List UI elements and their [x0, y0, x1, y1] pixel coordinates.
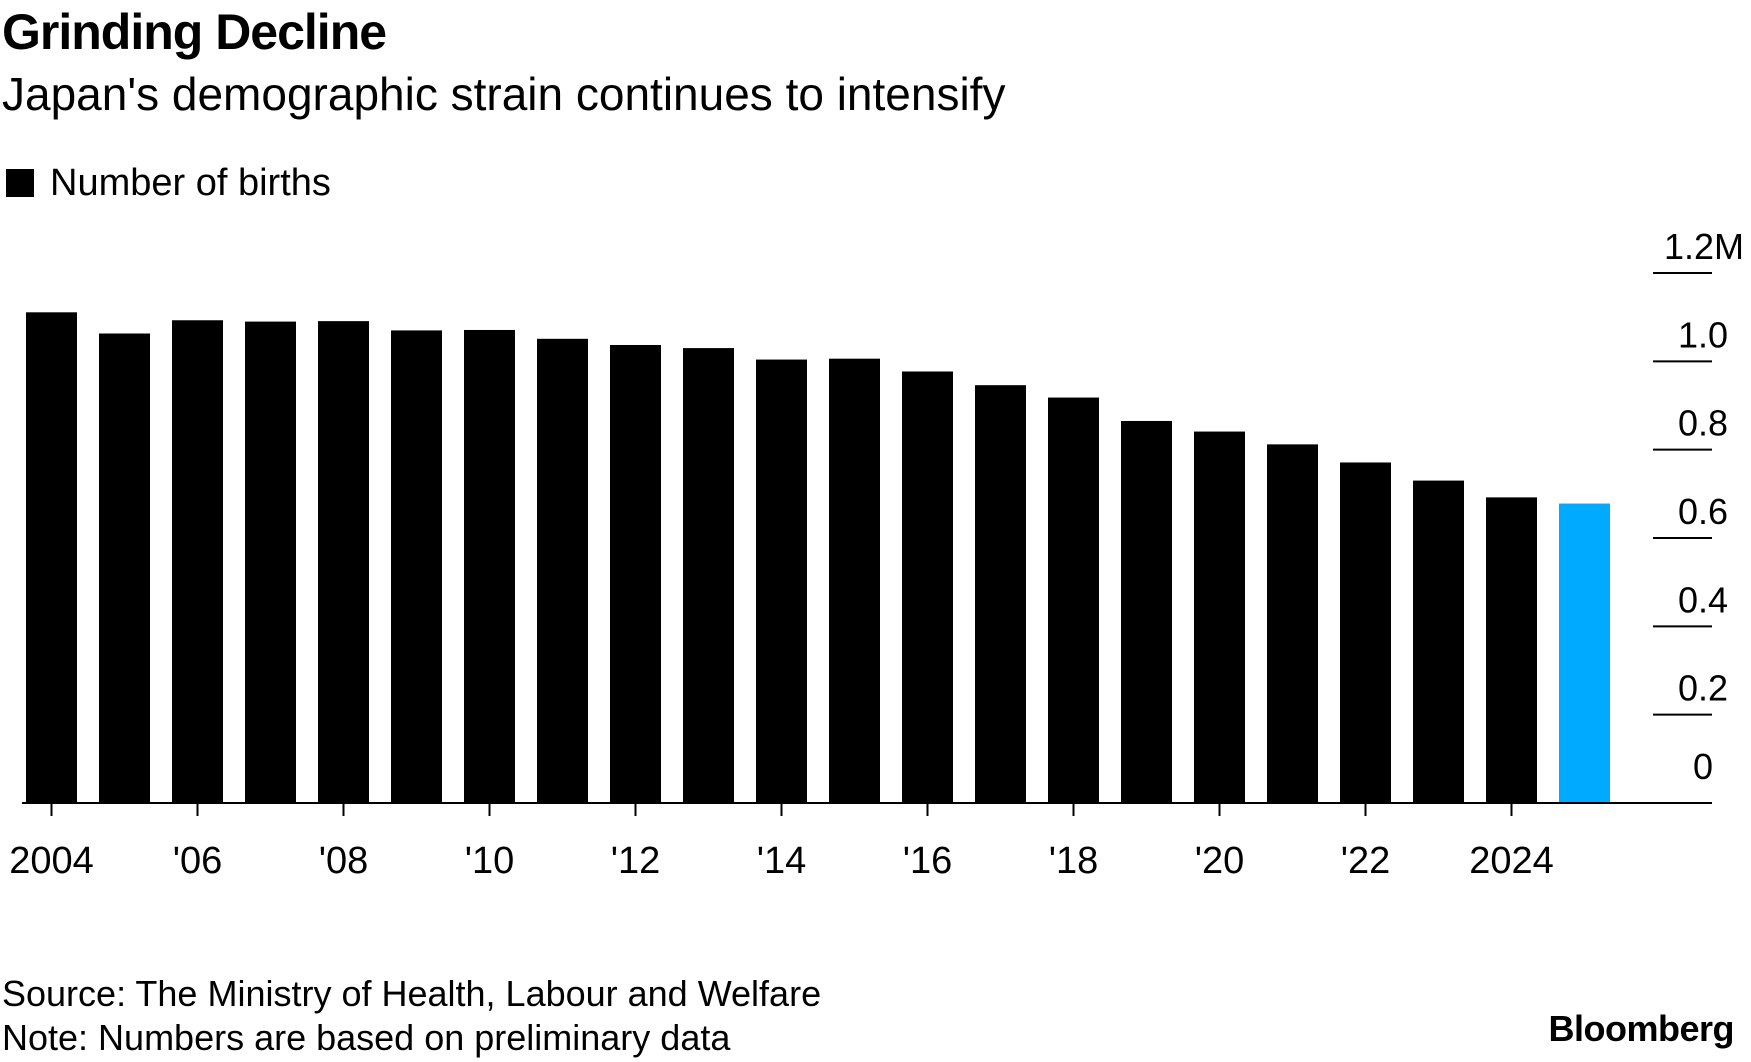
x-tick-label: '06 [173, 840, 223, 882]
x-tick-label: '12 [611, 840, 661, 882]
y-tick-label: 1.2M [1664, 226, 1744, 267]
bar-2014 [756, 359, 807, 803]
bar-2009 [391, 330, 442, 803]
bar-2005 [99, 333, 150, 803]
bar-2006 [172, 320, 223, 803]
x-tick-label: 2004 [9, 840, 94, 882]
y-tick-label: 0.2 [1678, 668, 1728, 709]
x-tick-label: '10 [465, 840, 515, 882]
x-tick-label: '22 [1341, 840, 1391, 882]
legend-label-births: Number of births [50, 161, 331, 204]
y-tick-label: 1.0 [1678, 314, 1728, 355]
chart-subtitle: Japan's demographic strain continues to … [2, 68, 1006, 120]
legend-swatch-births [6, 169, 34, 197]
bars [26, 312, 1610, 803]
bar-2022 [1340, 462, 1391, 803]
y-tick-label: 0.8 [1678, 403, 1728, 444]
bar-2017 [975, 385, 1026, 803]
y-tick-label: 0.4 [1678, 579, 1728, 620]
bar-2023 [1413, 480, 1464, 803]
y-tick-label: 0.6 [1678, 491, 1728, 532]
bar-2004 [26, 312, 77, 803]
y-tick-label: 0 [1693, 746, 1713, 787]
bar-2015 [829, 358, 880, 803]
bar-2024 [1486, 497, 1537, 803]
y-axis: 0 0.2 0.4 0.6 0.8 1.0 1.2M [1653, 226, 1744, 787]
x-tick-label: '20 [1195, 840, 1245, 882]
bar-2011 [537, 338, 588, 803]
x-tick-label: 2024 [1469, 840, 1554, 882]
bloomberg-logo: Bloomberg [1548, 1008, 1734, 1049]
x-tick-label: '16 [903, 840, 953, 882]
source-note: Source: The Ministry of Health, Labour a… [2, 973, 822, 1014]
x-tick-label: '14 [757, 840, 807, 882]
x-tick-label: '08 [319, 840, 369, 882]
footnote: Note: Numbers are based on preliminary d… [2, 1017, 731, 1058]
bar-2008 [318, 321, 369, 803]
x-tick-label: '18 [1049, 840, 1099, 882]
bar-2013 [683, 348, 734, 803]
x-axis: 2004 '06 '08 '10 '12 '14 '16 '18 '20 '22 2024 [9, 802, 1712, 882]
bar-2016 [902, 371, 953, 803]
bar-2021 [1267, 444, 1318, 803]
bar-2012 [610, 344, 661, 803]
chart-title: Grinding Decline [2, 4, 387, 60]
bar-2025 [1559, 503, 1610, 803]
bar-2020 [1194, 431, 1245, 803]
legend: Number of births [6, 158, 331, 208]
bar-2018 [1048, 397, 1099, 803]
bar-2007 [245, 321, 296, 803]
bar-2019 [1121, 420, 1172, 803]
bar-2010 [464, 329, 515, 803]
